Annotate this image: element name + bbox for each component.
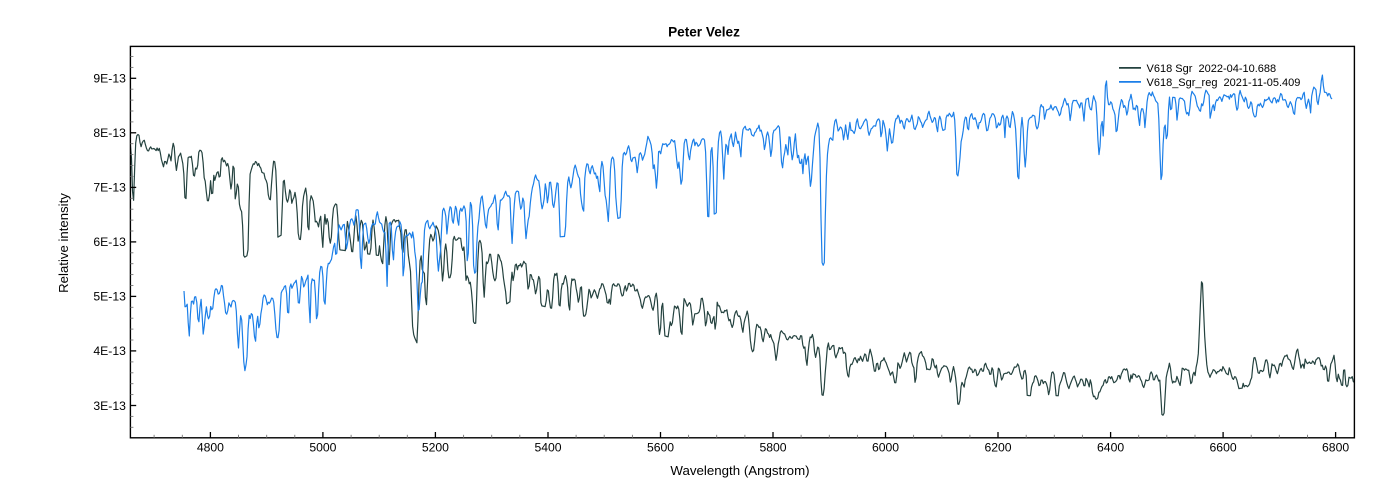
svg-text:5E-13: 5E-13 <box>93 290 126 304</box>
svg-text:5400: 5400 <box>534 441 561 455</box>
svg-text:V618_Sgr_reg 2021-11-05.409: V618_Sgr_reg 2021-11-05.409 <box>1147 77 1301 89</box>
svg-text:6000: 6000 <box>872 441 899 455</box>
svg-text:4E-13: 4E-13 <box>93 344 126 358</box>
svg-text:3E-13: 3E-13 <box>93 399 126 413</box>
svg-text:9E-13: 9E-13 <box>93 72 126 86</box>
svg-text:5200: 5200 <box>422 441 449 455</box>
svg-text:5000: 5000 <box>309 441 336 455</box>
svg-text:Peter Velez: Peter Velez <box>668 25 740 40</box>
svg-text:Relative intensity: Relative intensity <box>56 193 71 293</box>
svg-text:7E-13: 7E-13 <box>93 181 126 195</box>
svg-text:6800: 6800 <box>1322 441 1349 455</box>
svg-text:V618 Sgr 2022-04-10.688: V618 Sgr 2022-04-10.688 <box>1147 63 1277 75</box>
svg-text:5600: 5600 <box>647 441 674 455</box>
svg-text:Wavelength (Angstrom): Wavelength (Angstrom) <box>670 463 809 478</box>
svg-text:6600: 6600 <box>1210 441 1237 455</box>
svg-text:6200: 6200 <box>984 441 1011 455</box>
svg-text:6E-13: 6E-13 <box>93 235 126 249</box>
svg-text:5800: 5800 <box>759 441 786 455</box>
svg-text:6400: 6400 <box>1097 441 1124 455</box>
svg-text:8E-13: 8E-13 <box>93 126 126 140</box>
svg-text:4800: 4800 <box>197 441 224 455</box>
